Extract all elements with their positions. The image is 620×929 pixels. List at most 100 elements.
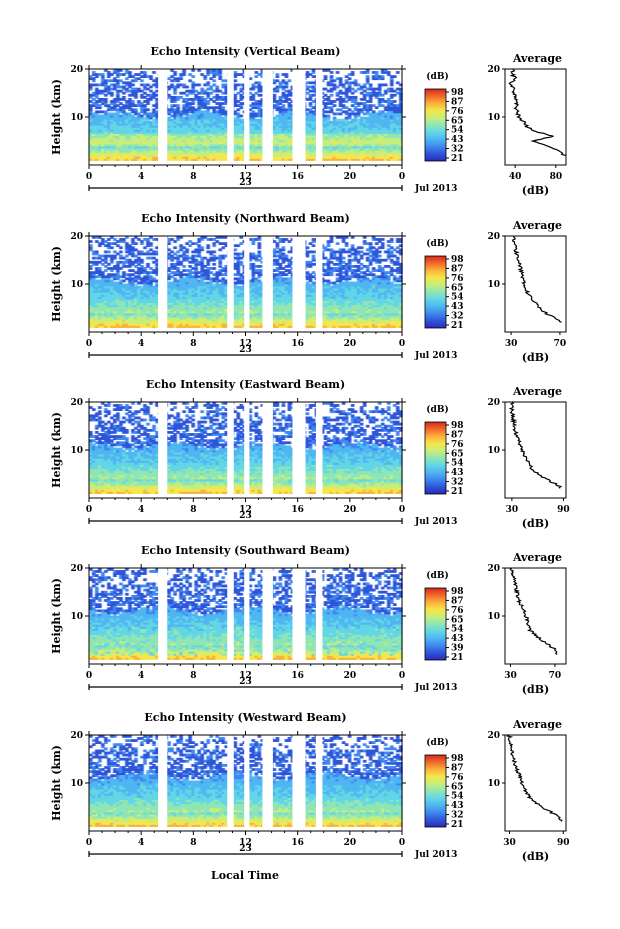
heatmap-cell: [119, 139, 123, 143]
heatmap-cell: [182, 71, 186, 74]
heatmap-cell: [209, 91, 213, 95]
heatmap-cell: [338, 122, 343, 126]
heatmap-cell: [323, 147, 328, 151]
heatmap-cell: [257, 87, 262, 91]
heatmap-cell: [272, 139, 277, 143]
y-axis-label: Height (km): [50, 79, 63, 155]
heatmap-cell: [347, 95, 352, 99]
heatmap-cell: [137, 139, 141, 143]
heatmap-cell: [176, 267, 180, 270]
heatmap-cell: [152, 151, 156, 155]
heatmap-cell: [215, 124, 220, 128]
heatmap-cell: [149, 95, 153, 99]
heatmap-cell: [203, 91, 207, 95]
heatmap-cell: [122, 131, 126, 134]
heatmap-cell: [284, 145, 289, 149]
heatmap-cell: [347, 89, 352, 93]
heatmap-cell: [92, 131, 96, 134]
heatmap-cell: [278, 83, 283, 87]
heatmap-cell: [95, 139, 99, 143]
heatmap-cell: [170, 149, 174, 153]
heatmap-cell: [206, 135, 210, 139]
heatmap-cell: [185, 104, 189, 108]
heatmap-cell: [167, 135, 171, 139]
heatmap-cell: [344, 120, 349, 124]
heatmap-cell: [305, 87, 310, 91]
heatmap-cell: [308, 141, 313, 145]
heatmap-cell: [182, 116, 186, 120]
heatmap-cell: [290, 110, 295, 114]
heatmap-cell: [98, 137, 102, 141]
heatmap-cell: [308, 133, 313, 137]
heatmap-cell: [218, 131, 223, 134]
heatmap-cell: [131, 91, 135, 95]
heatmap-cell: [239, 120, 244, 124]
heatmap-cell: [113, 143, 117, 147]
heatmap-cell: [341, 106, 346, 110]
heatmap-cell: [128, 71, 132, 74]
heatmap-cell: [119, 153, 123, 157]
heatmap-cell: [206, 133, 210, 137]
heatmap-cell: [281, 153, 286, 157]
heatmap-cell: [137, 122, 141, 126]
heatmap-cell: [221, 91, 226, 95]
heatmap-cell: [344, 116, 349, 120]
heatmap-cell: [224, 127, 229, 130]
heatmap-cell: [251, 85, 256, 89]
heatmap-cell: [206, 145, 210, 149]
heatmap-cell: [128, 98, 132, 101]
heatmap-cell: [344, 110, 349, 114]
heatmap-cell: [128, 75, 132, 78]
heatmap-cell: [308, 118, 313, 122]
heatmap-cell: [140, 116, 144, 120]
heatmap-cell: [311, 151, 316, 155]
heatmap-cell: [260, 114, 265, 118]
heatmap-cell: [239, 104, 244, 108]
heatmap-cell: [155, 137, 159, 141]
heatmap-cell: [146, 118, 150, 122]
heatmap-cell: [278, 81, 283, 85]
heatmap-cell: [107, 91, 111, 95]
heatmap-cell: [140, 114, 144, 118]
heatmap-cell: [350, 153, 355, 157]
heatmap-cell: [128, 137, 132, 141]
heatmap-cell: [335, 145, 340, 149]
heatmap-cell: [146, 114, 150, 118]
heatmap-cell: [257, 102, 262, 105]
heatmap-cell: [89, 149, 93, 153]
heatmap-cell: [173, 114, 177, 118]
heatmap-cell: [119, 114, 123, 118]
heatmap-cell: [95, 93, 99, 97]
heatmap-cell: [167, 156, 171, 159]
heatmap-cell: [179, 147, 183, 151]
heatmap-cell: [212, 143, 216, 147]
heatmap-cell: [341, 120, 346, 124]
heatmap-cell: [248, 120, 253, 124]
heatmap-cell: [326, 127, 331, 130]
heatmap-cell: [197, 100, 201, 103]
heatmap-cell: [152, 110, 156, 114]
heatmap-cell: [134, 79, 138, 83]
heatmap-cell: [113, 139, 117, 143]
heatmap-cell: [221, 133, 226, 137]
heatmap-cell: [209, 139, 213, 143]
heatmap-cell: [92, 158, 96, 161]
heatmap-cell: [134, 135, 138, 139]
heatmap-cell: [110, 137, 114, 141]
heatmap-cell: [113, 98, 117, 101]
heatmap-cell: [284, 131, 289, 134]
heatmap-cell: [110, 133, 114, 137]
heatmap-cell: [92, 77, 96, 81]
heatmap-cell: [281, 131, 286, 134]
heatmap-cell: [254, 151, 259, 155]
heatmap-cell: [224, 98, 229, 101]
heatmap-cell: [281, 85, 286, 89]
heatmap-cell: [101, 116, 105, 120]
heatmap-cell: [221, 106, 226, 110]
heatmap-cell: [137, 100, 141, 103]
heatmap-cell: [98, 147, 102, 151]
heatmap-cell: [149, 145, 153, 149]
heatmap-cell: [254, 91, 259, 95]
heatmap-cell: [128, 93, 132, 97]
heatmap-cell: [251, 135, 256, 139]
